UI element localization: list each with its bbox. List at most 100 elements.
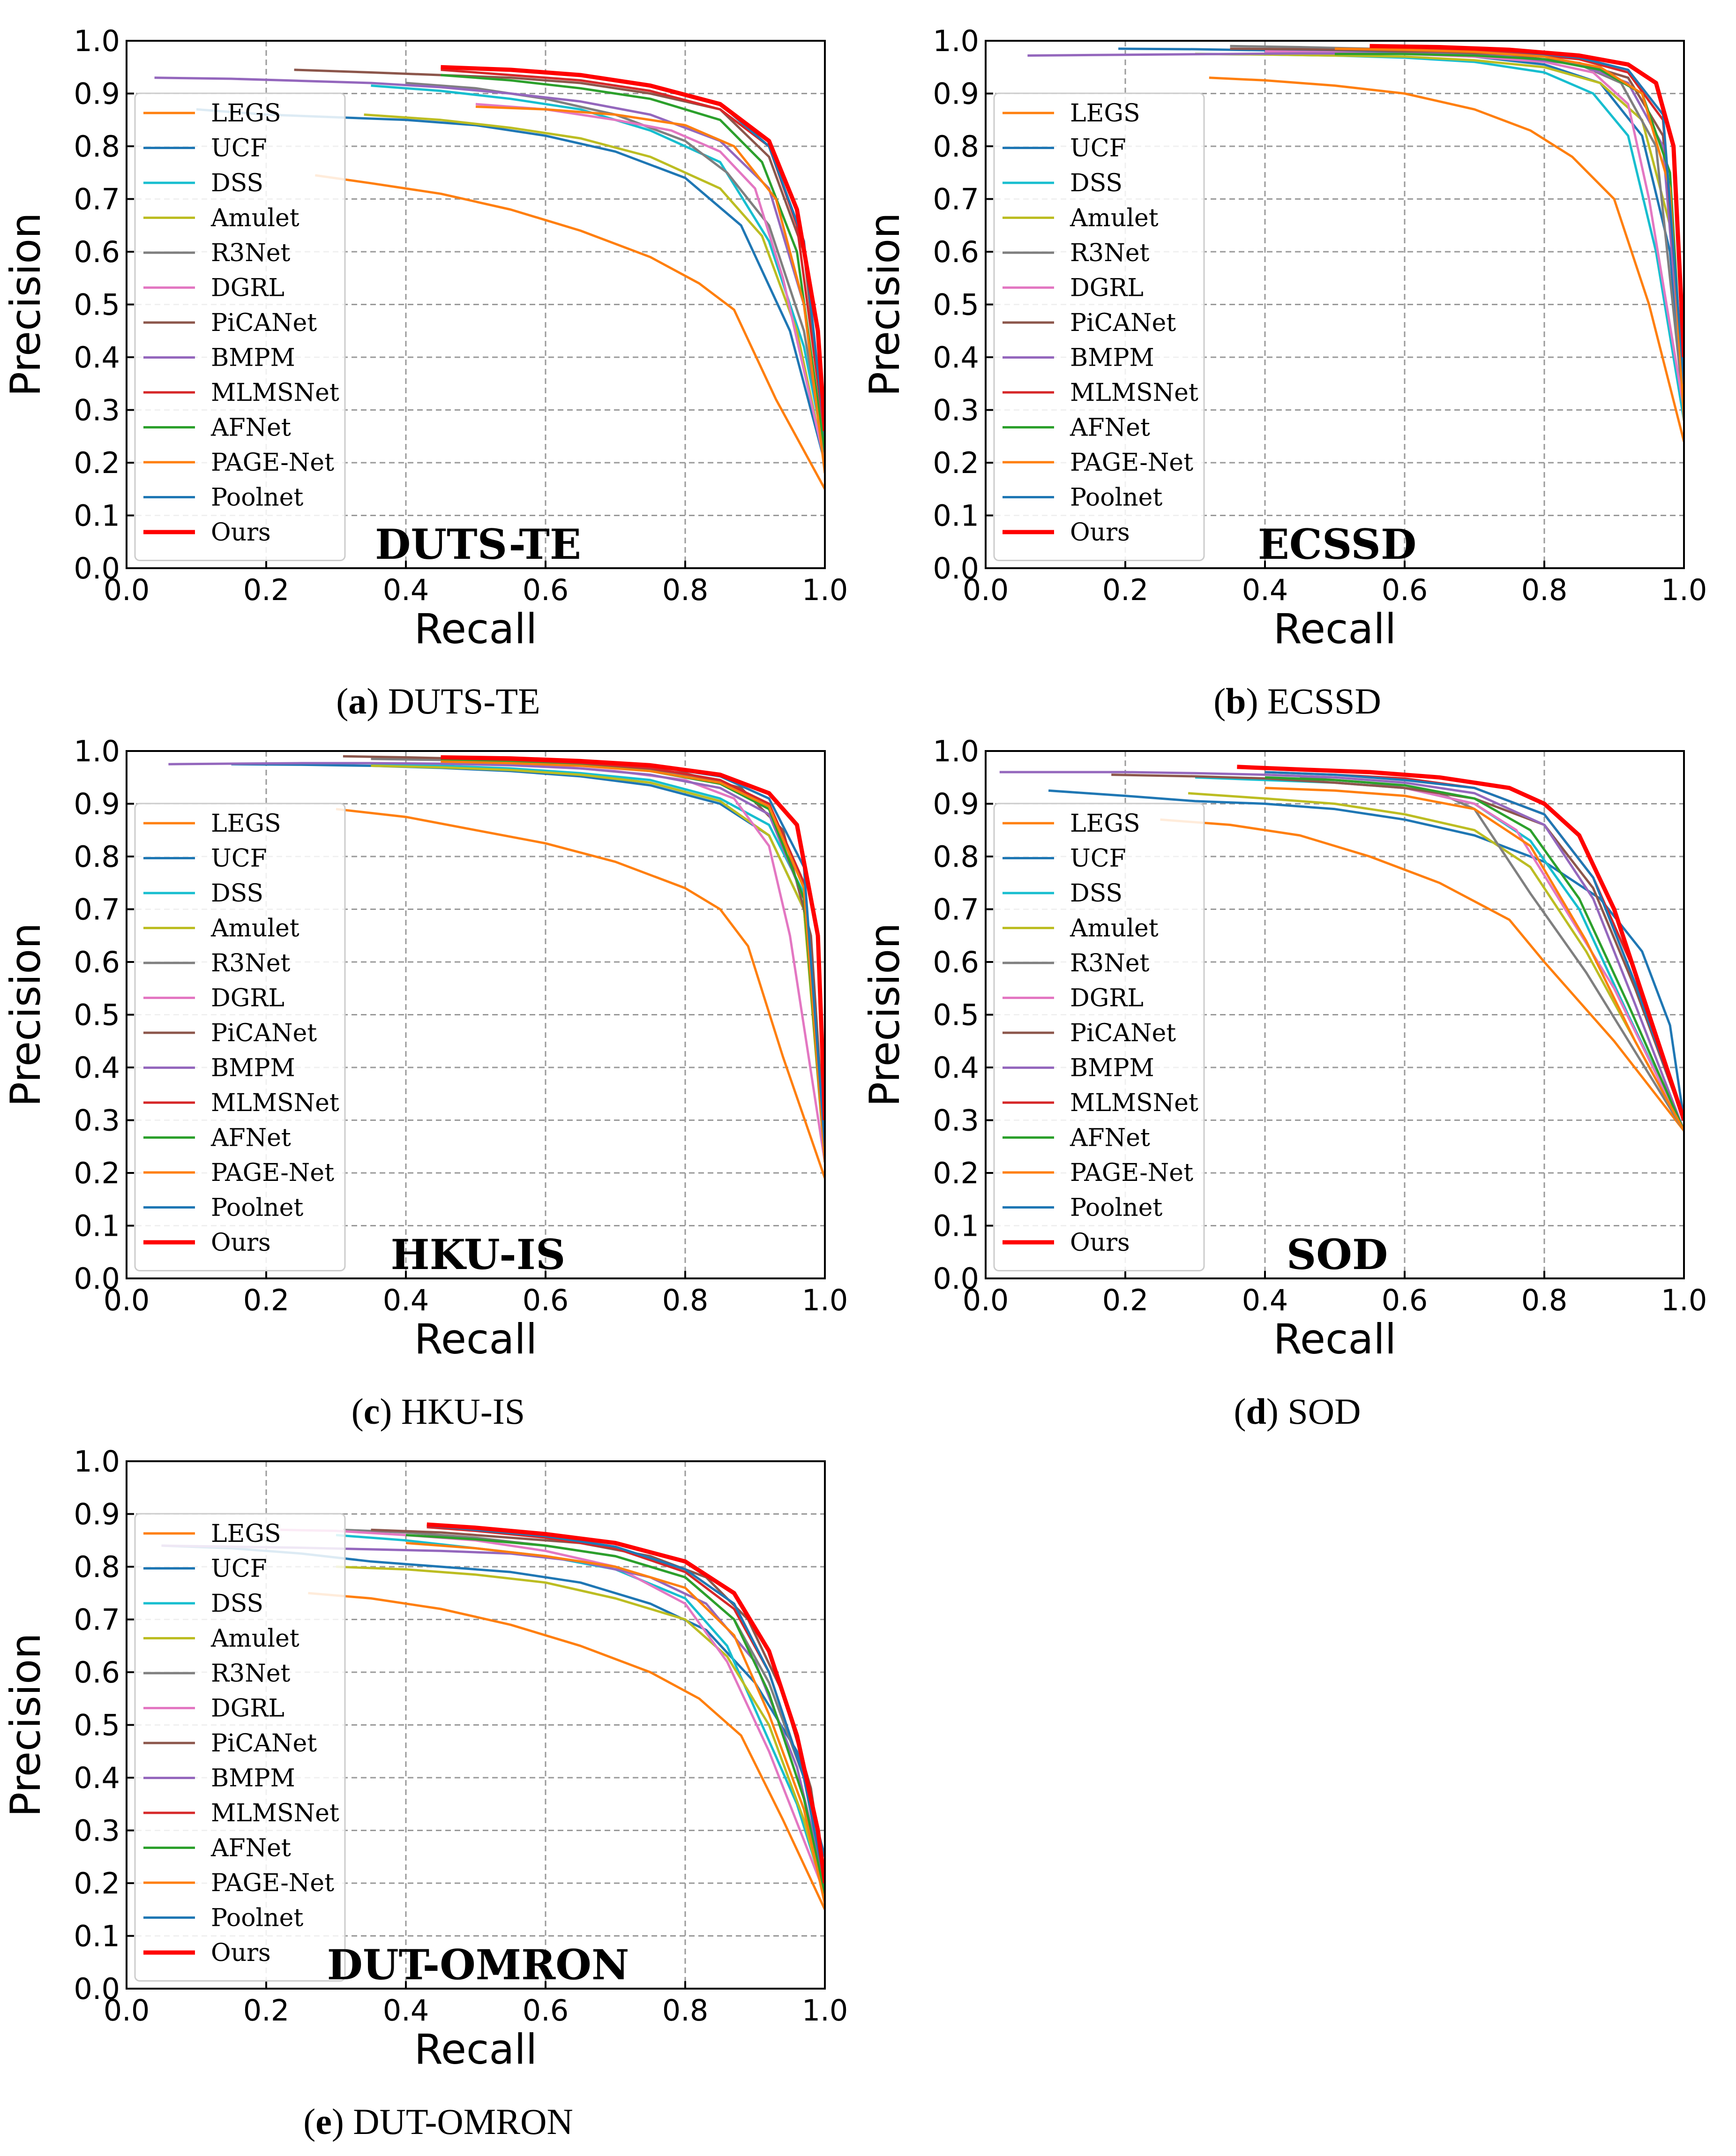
legend-item: AFNet (1003, 414, 1150, 442)
y-tick-label: 0.6 (74, 945, 120, 979)
legend-label: DGRL (1070, 984, 1144, 1013)
y-tick-label: 0.5 (933, 288, 979, 322)
y-tick-label: 1.0 (933, 734, 979, 768)
y-tick-label: 0.3 (933, 393, 979, 428)
caption-close: ) (380, 1391, 401, 1432)
y-tick-label: 0.4 (933, 340, 979, 375)
legend-label: BMPM (211, 344, 295, 372)
legend-label: LEGS (211, 810, 281, 838)
legend-label: BMPM (211, 1054, 295, 1082)
x-tick-label: 0.2 (243, 1993, 290, 2028)
series-line-dss (371, 763, 825, 1147)
series-line-page-net (405, 1541, 825, 1905)
caption-label: ( (1213, 681, 1226, 721)
caption-close: ) (1266, 1391, 1287, 1432)
legend-label: MLMSNet (211, 1799, 339, 1827)
series-group (168, 755, 825, 1179)
legend-item: Amulet (143, 915, 299, 943)
legend-item: Poolnet (143, 484, 303, 512)
y-tick-label: 0.0 (74, 1262, 120, 1296)
legend-item: MLMSNet (1003, 1089, 1198, 1117)
y-tick-label: 0.6 (933, 235, 979, 269)
y-tick-label: 0.9 (74, 77, 120, 111)
series-line-ours (1237, 765, 1684, 1121)
series-line-dss (371, 84, 825, 452)
panel-caption: (d) SOD (1234, 1391, 1361, 1432)
dataset-title: HKU-IS (391, 1230, 566, 1279)
legend-item: PiCANet (1003, 309, 1176, 337)
series-line-amulet (364, 113, 825, 463)
chart-dut-omron: 0.0 0.2 0.4 0.6 0.8 1.0 0.0 0.1 0.2 0.3 0.4 0.5 0.6 0… (1, 1444, 848, 2142)
panel-caption: (a) DUTS-TE (336, 681, 540, 721)
legend-item: DSS (143, 169, 263, 197)
legend-item: R3Net (143, 949, 291, 977)
legend-item: DSS (143, 879, 263, 908)
y-tick-label: 0.2 (74, 446, 120, 480)
dataset-title: ECSSD (1258, 520, 1417, 569)
legend-label: LEGS (1070, 99, 1140, 128)
series-line-afnet (441, 74, 825, 452)
y-axis-label: Precision (1, 1633, 50, 1817)
legend-label: PAGE-Net (1070, 1159, 1193, 1187)
y-tick-label: 0.0 (933, 551, 979, 586)
legend-label: LEGS (211, 99, 281, 128)
series-line-afnet (405, 1534, 825, 1894)
legend-label: AFNet (1070, 414, 1150, 442)
x-tick-label: 0.2 (1102, 573, 1149, 607)
legend-label: BMPM (1070, 344, 1154, 372)
legend-item: PAGE-Net (143, 1869, 334, 1897)
legend-item: PiCANet (143, 309, 317, 337)
legend-label: BMPM (1070, 1054, 1154, 1082)
caption-label: ( (336, 681, 348, 721)
legend-item: Amulet (1003, 204, 1159, 233)
y-tick-label: 0.7 (74, 182, 120, 217)
legend-label: PAGE-Net (211, 1159, 334, 1187)
legend-item: DGRL (143, 274, 284, 302)
y-tick-label: 0.3 (74, 1814, 120, 1848)
chart-sod: 0.0 0.2 0.4 0.6 0.8 1.0 0.0 0.1 0.2 0.3 0.4 0.5 0.6 0… (861, 734, 1707, 1432)
series-line-poolnet (1265, 771, 1684, 1121)
series-line-r3net (1230, 45, 1684, 410)
legend-label: Amulet (1070, 915, 1159, 943)
y-tick-label: 0.9 (933, 787, 979, 821)
dataset-title: DUT-OMRON (327, 1940, 629, 1989)
x-tick-label: 1.0 (802, 1993, 848, 2028)
series-line-amulet (336, 1565, 825, 1900)
legend-label: Poolnet (211, 1194, 303, 1222)
legend-label: PAGE-Net (211, 449, 334, 477)
y-tick-label: 0.0 (74, 551, 120, 586)
dataset-title: SOD (1287, 1230, 1388, 1279)
y-tick-label: 0.8 (74, 840, 120, 874)
legend-box (134, 92, 346, 561)
dataset-title: DUTS-TE (375, 520, 581, 569)
legend-item: MLMSNet (143, 379, 339, 407)
x-axis-label: Recall (414, 605, 538, 653)
legend-label: DSS (1070, 879, 1122, 908)
series-line-page-net (1334, 47, 1684, 421)
caption-label: ( (352, 1391, 364, 1432)
legend-label: Amulet (210, 204, 299, 233)
legend-label: DSS (211, 879, 263, 908)
series-line-bmpm (999, 771, 1684, 1131)
y-tick-label: 0.9 (933, 77, 979, 111)
caption-letter: e (315, 2101, 332, 2142)
y-axis-label: Precision (1, 923, 50, 1107)
legend-label: Ours (1070, 1229, 1130, 1257)
y-tick-label: 0.6 (933, 945, 979, 979)
y-tick-label: 0.2 (933, 1156, 979, 1190)
legend-item: Poolnet (1003, 484, 1162, 512)
y-tick-label: 0.1 (74, 1919, 120, 1953)
x-tick-label: 0.6 (1382, 573, 1428, 607)
legend-item: UCF (143, 845, 267, 873)
legend-label: LEGS (211, 1520, 281, 1548)
chart-ecssd: 0.0 0.2 0.4 0.6 0.8 1.0 0.0 0.1 0.2 0.3 0.4 0.5 0.6 0… (861, 24, 1707, 721)
y-tick-label: 1.0 (74, 734, 120, 768)
legend-item: PiCANet (1003, 1019, 1176, 1047)
legend-item: DGRL (1003, 274, 1144, 302)
series-group (999, 765, 1684, 1132)
legend-item: AFNet (143, 414, 291, 442)
y-tick-label: 0.1 (933, 1209, 979, 1243)
legend-item: DGRL (143, 984, 284, 1013)
legend-item: BMPM (1003, 1054, 1154, 1082)
legend-item: PiCANet (143, 1019, 317, 1047)
